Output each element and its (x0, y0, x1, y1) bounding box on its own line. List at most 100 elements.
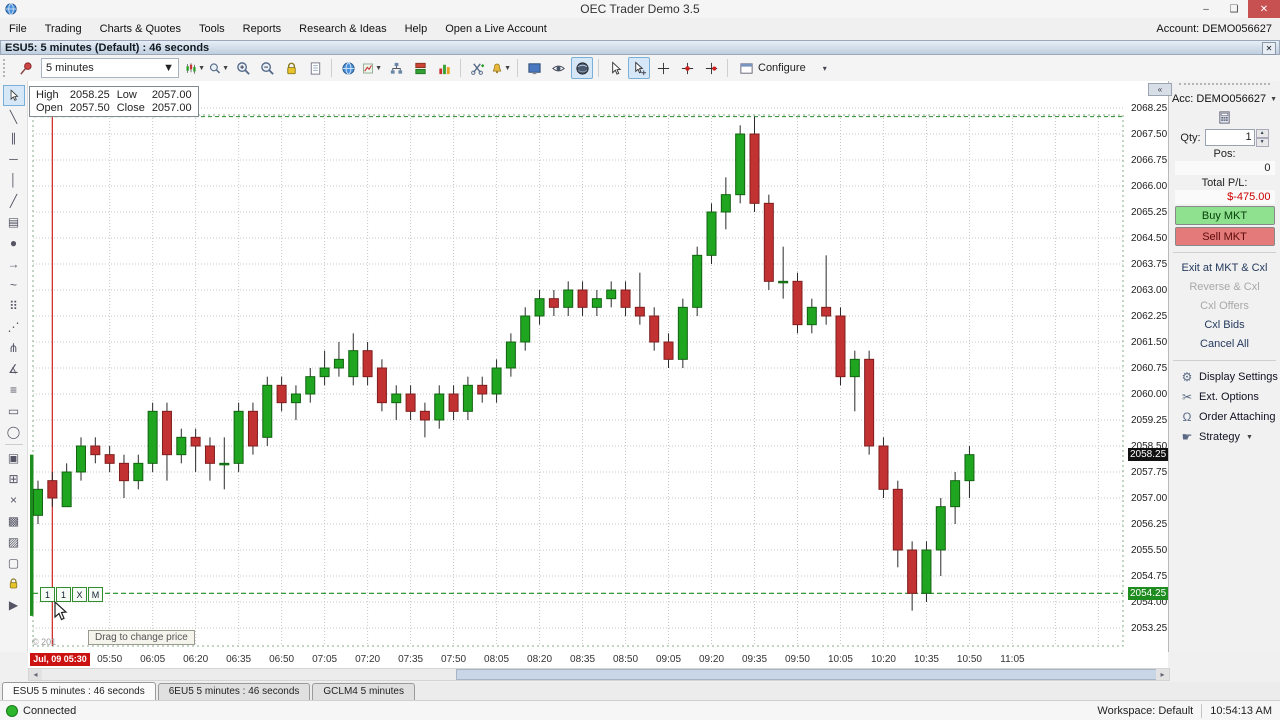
freehand-tool[interactable]: ~ (9, 277, 17, 292)
layers-icon[interactable] (409, 57, 431, 79)
visibility-icon[interactable] (547, 57, 569, 79)
vertical-line-tool[interactable]: │ (9, 172, 18, 187)
volume-icon[interactable] (433, 57, 455, 79)
scroll-left-button[interactable]: ◂ (29, 669, 42, 680)
cxl-bids-button[interactable]: Cxl Bids (1204, 319, 1245, 331)
scrollbar-thumb[interactable] (456, 669, 1159, 680)
ellipse-tool[interactable]: ◯ (6, 424, 21, 439)
menu-item-charts-quotes[interactable]: Charts & Quotes (99, 23, 181, 35)
horizontal-line-tool[interactable]: ─ (9, 151, 18, 166)
chart-scrollbar[interactable]: ◂ ▸ (28, 668, 1170, 681)
collapse-panel-button[interactable]: « (1148, 83, 1172, 96)
price-tick-label: 2067.50 (1131, 129, 1168, 140)
magplus (236, 61, 250, 75)
menu-item-research-ideas[interactable]: Research & Ideas (299, 23, 387, 35)
crosshair-icon[interactable] (652, 57, 674, 79)
bring-front-tool[interactable]: ▩ (7, 513, 20, 528)
pin-icon[interactable] (14, 57, 36, 79)
hatch-tool[interactable]: ≡ (9, 382, 17, 397)
minimize-button[interactable]: – (1203, 3, 1209, 15)
exit-at-mkt-cxl-button[interactable]: Exit at MKT & Cxl (1181, 262, 1268, 274)
crosshair-dot-icon[interactable] (676, 57, 698, 79)
copy-object-tool[interactable]: ▣ (7, 450, 20, 465)
zoom-out-icon[interactable] (256, 57, 278, 79)
toolbar-overflow[interactable]: ▾ (822, 63, 827, 73)
order-attaching-button[interactable]: Ω Order Attaching (1169, 407, 1280, 427)
candlestick-chart[interactable] (28, 81, 1128, 652)
maximize-button[interactable]: ❑ (1229, 3, 1239, 15)
order-qty-box[interactable]: 1 (40, 587, 55, 602)
qty-input[interactable]: 1 (1204, 129, 1255, 146)
price-tick-label: 2063.00 (1131, 285, 1168, 296)
fibonacci-tool[interactable]: ⋰ (7, 319, 20, 334)
trendline-tool[interactable]: ╲ (9, 109, 18, 124)
expand-strip-tool[interactable]: ▶ (8, 597, 19, 612)
display-settings-button[interactable]: ⚙ Display Settings (1169, 367, 1280, 387)
strategy-button[interactable]: ☛ Strategy ▼ (1169, 427, 1280, 447)
rectangle-tool[interactable]: ▭ (7, 403, 20, 418)
calculator-icon[interactable] (1217, 110, 1232, 125)
lock-scale-icon[interactable] (280, 57, 302, 79)
order-price-badge[interactable]: 2054.25 (1128, 586, 1168, 600)
cut-add-icon[interactable] (466, 57, 488, 79)
cancel-all-button[interactable]: Cancel All (1200, 338, 1249, 350)
time-tick-label: 09:05 (656, 654, 682, 665)
timeframe-select[interactable]: 5 minutes ▼ (41, 58, 179, 78)
sell-mkt-button[interactable]: Sell MKT (1174, 227, 1275, 246)
indicators-icon[interactable]: ▼ (361, 57, 383, 79)
qty-decrement-button[interactable]: ▼ (1255, 138, 1269, 147)
filled-ellipse-tool[interactable]: ● (9, 235, 18, 250)
crosshair-track-icon[interactable] (700, 57, 722, 79)
fan-lines-tool[interactable]: ∡ (8, 361, 19, 376)
globe-icon[interactable] (571, 57, 593, 79)
menu-item-help[interactable]: Help (404, 23, 428, 35)
pointer-icon[interactable] (604, 57, 626, 79)
order-market-box[interactable]: M (88, 587, 103, 602)
pointer-cross-icon[interactable] (628, 57, 650, 79)
order-working-box[interactable]: 1 (56, 587, 71, 602)
account-selector[interactable]: Acc: DEMO056627 ▼ (1169, 93, 1280, 105)
candle-10:00 (821, 306, 832, 317)
linked-charts-icon[interactable] (385, 57, 407, 79)
window-title: OEC Trader Demo 3.5 (580, 2, 700, 16)
chart-plot-area[interactable]: High 2058.25 Low 2057.00 Open 2057.50 Cl… (28, 81, 1172, 652)
tab-gclm4-5-minutes[interactable]: GCLM4 5 minutes (312, 683, 415, 700)
screen-icon[interactable] (523, 57, 545, 79)
refresh-icon[interactable] (337, 57, 359, 79)
menu-item-trading[interactable]: Trading (44, 23, 82, 35)
ray-tool[interactable]: ╱ (9, 193, 18, 208)
zoom-tool-icon[interactable]: ▼ (208, 57, 230, 79)
configure-button[interactable]: Configure (733, 57, 812, 79)
select-region-tool[interactable]: ▢ (7, 555, 20, 570)
close-button[interactable]: ✕ (1248, 0, 1280, 18)
buy-mkt-button[interactable]: Buy MKT (1174, 206, 1275, 225)
pitchfork-tool[interactable]: ⋔ (8, 340, 19, 355)
arrow-tool[interactable]: → (7, 256, 20, 271)
menu-item-file[interactable]: File (9, 23, 27, 35)
qty-increment-button[interactable]: ▲ (1255, 129, 1269, 138)
send-back-tool[interactable]: ▨ (7, 534, 20, 549)
note-tool[interactable]: ▤ (7, 214, 20, 229)
grid-points-tool[interactable]: ⠿ (9, 298, 18, 313)
tab-esu5-5-minutes-46-seconds[interactable]: ESU5 5 minutes : 46 seconds (2, 682, 156, 700)
lock-tool[interactable] (3, 573, 25, 594)
candle-09:10 (677, 306, 688, 360)
properties-tool[interactable]: ⊞ (8, 471, 19, 486)
alerts-icon[interactable]: ▼ (490, 57, 512, 79)
order-cancel-box[interactable]: X (72, 587, 87, 602)
ext-options-button[interactable]: ✂ Ext. Options (1169, 387, 1280, 407)
pointer-tool[interactable] (2, 85, 25, 106)
candle-08:15 (520, 315, 531, 343)
menu-item-reports[interactable]: Reports (242, 23, 282, 35)
zoom-in-icon[interactable] (232, 57, 254, 79)
menu-item-tools[interactable]: Tools (198, 23, 225, 35)
scroll-right-button[interactable]: ▸ (1156, 669, 1169, 680)
chart-close-icon[interactable]: ✕ (1262, 42, 1276, 55)
snapshot-icon[interactable] (304, 57, 326, 79)
chart-style-icon[interactable]: ▼ (184, 57, 206, 79)
tab-6eu5-5-minutes-46-seconds[interactable]: 6EU5 5 minutes : 46 seconds (157, 683, 311, 700)
menu-item-open-a-live-account[interactable]: Open a Live Account (445, 23, 547, 35)
delete-tool[interactable]: × (9, 492, 17, 507)
parallel-lines-tool[interactable]: ∥ (10, 130, 17, 145)
